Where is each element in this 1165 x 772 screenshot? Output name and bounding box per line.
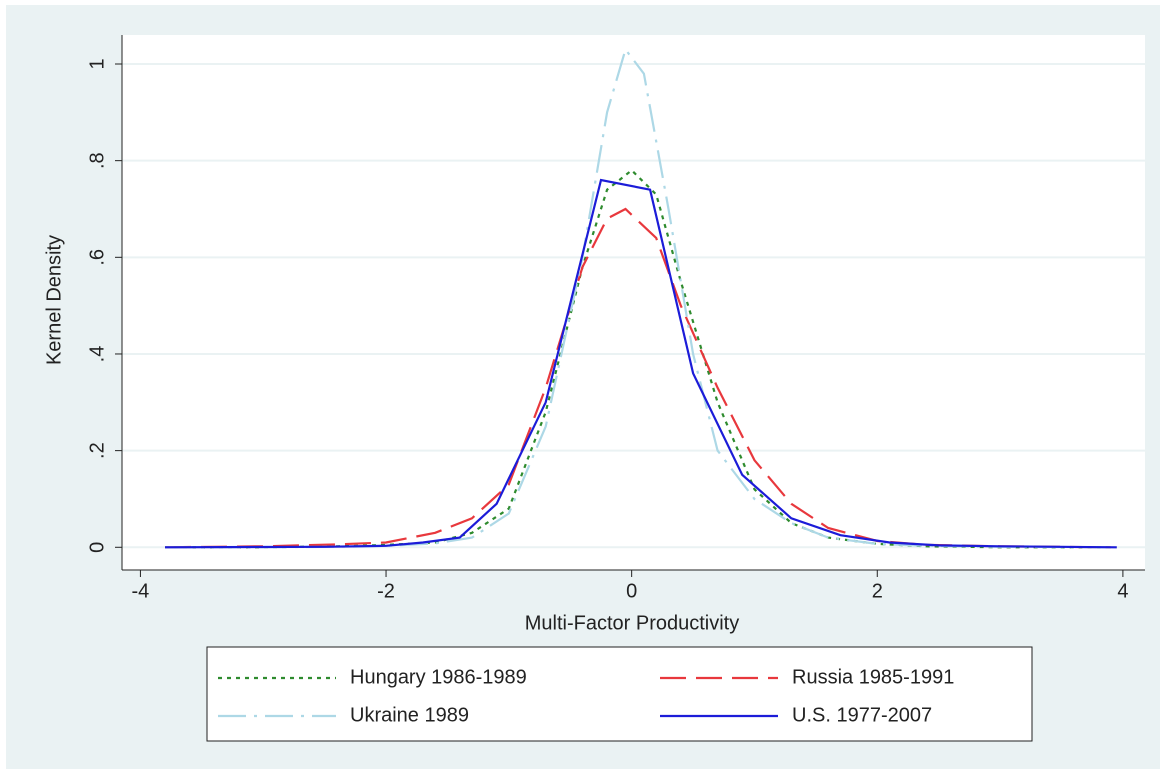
y-tick-label: 1 — [86, 58, 108, 69]
legend-label: Hungary 1986-1989 — [350, 666, 527, 688]
density-line — [164, 207, 1111, 549]
y-tick-label: 0 — [86, 542, 108, 553]
plot-area — [122, 35, 1145, 570]
legend-label: Ukraine 1989 — [350, 704, 469, 726]
y-tick-label: .6 — [86, 249, 108, 266]
y-tick-label: .8 — [86, 152, 108, 169]
legend-label: U.S. 1977-2007 — [792, 704, 932, 726]
y-axis-title: Kernel Density — [43, 235, 65, 365]
x-tick-label: -2 — [377, 580, 395, 602]
density-line — [164, 178, 1117, 549]
x-tick-label: 2 — [872, 580, 883, 602]
x-tick-label: -4 — [132, 580, 150, 602]
lines — [164, 47, 1117, 549]
y-tick-label: .2 — [86, 442, 108, 459]
x-tick-label: 4 — [1117, 580, 1128, 602]
x-axis-title: Multi-Factor Productivity — [525, 612, 740, 634]
x-tick-label: 0 — [626, 580, 637, 602]
legend — [206, 646, 1033, 742]
legend-label: Russia 1985-1991 — [792, 666, 954, 688]
y-tick-label: .4 — [86, 346, 108, 363]
legend-entries: Hungary 1986-1989 Russia 1985-1991 Ukraine… — [218, 666, 954, 726]
